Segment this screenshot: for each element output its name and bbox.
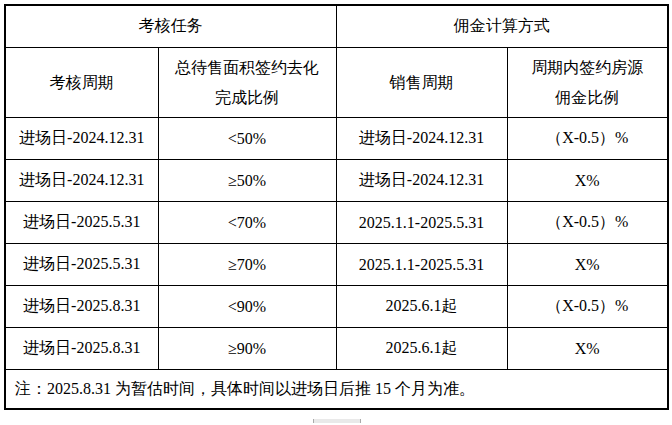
cell-sales-period: 2025.1.1-2025.5.31 [336,244,507,286]
cell-completion-ratio: ≥90% [158,328,336,370]
horizontal-scrollbar-thumb[interactable] [313,419,361,423]
cell-completion-ratio: <50% [158,118,336,160]
column-header-row: 考核周期 总待售面积签约去化 完成比例 销售周期 周期内签约房源 佣金比例 [5,48,668,118]
table-row: 进场日-2025.5.31 <70% 2025.1.1-2025.5.31 （X… [5,202,668,244]
col-header-sales-period: 销售周期 [336,48,507,118]
cell-assessment-period: 进场日-2025.5.31 [5,202,158,244]
cell-commission-ratio: X% [507,244,668,286]
cell-commission-ratio: （X-0.5）% [507,202,668,244]
cell-completion-ratio: ≥70% [158,244,336,286]
cell-completion-ratio: <70% [158,202,336,244]
footnote-text: 注：2025.8.31 为暂估时间，具体时间以进场日后推 15 个月为准。 [5,370,668,410]
col-header-text-line1: 总待售面积签约去化 [159,53,336,83]
col-header-text: 考核周期 [6,68,158,98]
cell-assessment-period: 进场日-2025.8.31 [5,286,158,328]
col-header-commission-ratio: 周期内签约房源 佣金比例 [507,48,668,118]
cell-completion-ratio: ≥50% [158,160,336,202]
cell-sales-period: 2025.1.1-2025.5.31 [336,202,507,244]
col-header-text-line2: 完成比例 [159,83,336,113]
cell-commission-ratio: （X-0.5）% [507,118,668,160]
cell-sales-period: 进场日-2024.12.31 [336,118,507,160]
table-row: 进场日-2025.5.31 ≥70% 2025.1.1-2025.5.31 X% [5,244,668,286]
cell-commission-ratio: X% [507,160,668,202]
col-header-text-line1: 周期内签约房源 [508,53,668,83]
col-header-completion-ratio: 总待售面积签约去化 完成比例 [158,48,336,118]
col-header-text-line2: 佣金比例 [508,83,668,113]
cell-commission-ratio: X% [507,328,668,370]
cell-assessment-period: 进场日-2024.12.31 [5,160,158,202]
cell-sales-period: 2025.6.1起 [336,286,507,328]
col-header-assessment-period: 考核周期 [5,48,158,118]
cell-commission-ratio: （X-0.5）% [507,286,668,328]
col-header-text: 销售周期 [337,68,507,98]
table-row: 进场日-2024.12.31 ≥50% 进场日-2024.12.31 X% [5,160,668,202]
cell-sales-period: 2025.6.1起 [336,328,507,370]
header-commission-method: 佣金计算方式 [336,5,668,48]
header-assessment-task: 考核任务 [5,5,336,48]
group-header-row: 考核任务 佣金计算方式 [5,5,668,48]
cell-assessment-period: 进场日-2025.8.31 [5,328,158,370]
cell-assessment-period: 进场日-2024.12.31 [5,118,158,160]
commission-table: 考核任务 佣金计算方式 考核周期 总待售面积签约去化 完成比例 销售周期 周期内… [4,4,669,410]
table-row: 进场日-2025.8.31 ≥90% 2025.6.1起 X% [5,328,668,370]
cell-completion-ratio: <90% [158,286,336,328]
document-page: 考核任务 佣金计算方式 考核周期 总待售面积签约去化 完成比例 销售周期 周期内… [0,0,672,425]
cell-assessment-period: 进场日-2025.5.31 [5,244,158,286]
cell-sales-period: 进场日-2024.12.31 [336,160,507,202]
table-row: 进场日-2024.12.31 <50% 进场日-2024.12.31 （X-0.… [5,118,668,160]
note-row: 注：2025.8.31 为暂估时间，具体时间以进场日后推 15 个月为准。 [5,370,668,410]
table-row: 进场日-2025.8.31 <90% 2025.6.1起 （X-0.5）% [5,286,668,328]
